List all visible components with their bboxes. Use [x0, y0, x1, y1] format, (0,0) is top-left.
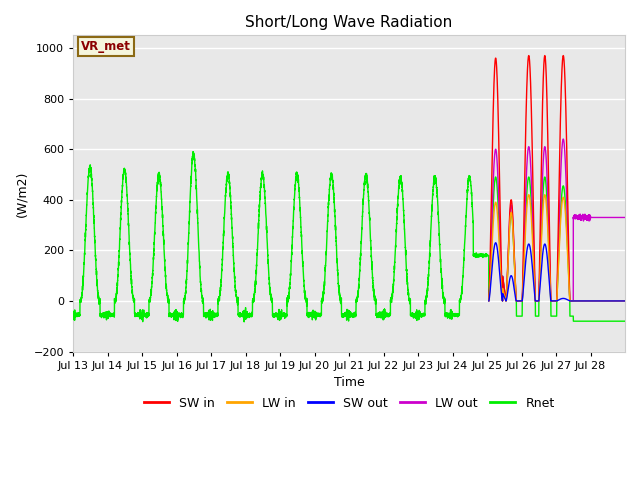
Title: Short/Long Wave Radiation: Short/Long Wave Radiation — [245, 15, 452, 30]
Legend: SW in, LW in, SW out, LW out, Rnet: SW in, LW in, SW out, LW out, Rnet — [138, 392, 559, 415]
Text: VR_met: VR_met — [81, 39, 131, 53]
Y-axis label: (W/m2): (W/m2) — [15, 170, 28, 216]
X-axis label: Time: Time — [333, 376, 364, 389]
